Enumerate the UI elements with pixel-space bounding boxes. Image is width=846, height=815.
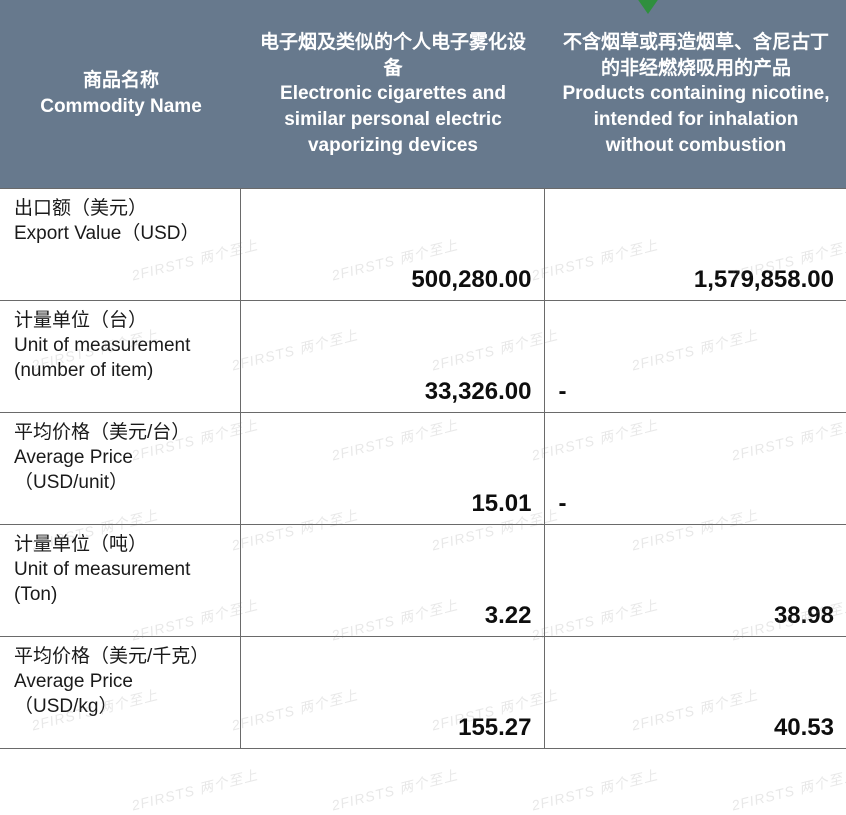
row-label-cell: 平均价格（美元/台） Average Price （USD/unit）: [0, 413, 240, 525]
header-col-a-cn: 电子烟及类似的个人电子雾化设备: [254, 30, 532, 81]
row-label-cn: 平均价格（美元/千克）: [14, 645, 230, 670]
value-b: 1,579,858.00: [694, 266, 834, 294]
value-b: 40.53: [774, 714, 834, 742]
header-label-cell: 商品名称 Commodity Name: [0, 0, 240, 189]
table-row: 出口额（美元） Export Value（USD） 500,280.00 1,5…: [0, 189, 846, 301]
header-col-b-en: Products containing nicotine, intended f…: [558, 81, 834, 158]
row-value-b: 1,579,858.00: [544, 189, 846, 301]
commodity-table: 商品名称 Commodity Name 电子烟及类似的个人电子雾化设备 Elec…: [0, 0, 846, 749]
table-row: 平均价格（美元/千克） Average Price （USD/kg） 155.2…: [0, 637, 846, 749]
row-value-b: 40.53: [544, 637, 846, 749]
watermark-icon: 2FIRSTS 两个至上: [530, 765, 660, 815]
watermark-icon: 2FIRSTS 两个至上: [330, 765, 460, 815]
table-header-row: 商品名称 Commodity Name 电子烟及类似的个人电子雾化设备 Elec…: [0, 0, 846, 189]
value-b: 38.98: [774, 602, 834, 630]
row-value-a: 500,280.00: [240, 189, 544, 301]
row-label-cell: 出口额（美元） Export Value（USD）: [0, 189, 240, 301]
header-label-en: Commodity Name: [14, 94, 228, 120]
header-col-b: 不含烟草或再造烟草、含尼古丁的非经燃烧吸用的产品 Products contai…: [544, 0, 846, 189]
row-value-b: -: [544, 301, 846, 413]
watermark-icon: 2FIRSTS 两个至上: [730, 765, 846, 815]
table-row: 平均价格（美元/台） Average Price （USD/unit） 15.0…: [0, 413, 846, 525]
header-col-a-en: Electronic cigarettes and similar person…: [254, 81, 532, 158]
row-label-cell: 平均价格（美元/千克） Average Price （USD/kg）: [0, 637, 240, 749]
row-value-b: -: [544, 413, 846, 525]
row-value-b: 38.98: [544, 525, 846, 637]
row-label-en: Average Price （USD/kg）: [14, 670, 230, 719]
row-value-a: 15.01: [240, 413, 544, 525]
value-a: 155.27: [458, 714, 531, 742]
header-col-b-cn: 不含烟草或再造烟草、含尼古丁的非经燃烧吸用的产品: [558, 30, 834, 81]
table-row: 计量单位（吨） Unit of measurement (Ton) 3.22 3…: [0, 525, 846, 637]
value-b: -: [559, 490, 567, 518]
row-label-cn: 计量单位（台）: [14, 309, 230, 334]
table-body: 出口额（美元） Export Value（USD） 500,280.00 1,5…: [0, 189, 846, 749]
row-label-en: Export Value（USD）: [14, 222, 230, 247]
row-value-a: 155.27: [240, 637, 544, 749]
row-value-a: 3.22: [240, 525, 544, 637]
value-a: 500,280.00: [411, 266, 531, 294]
row-label-cn: 平均价格（美元/台）: [14, 421, 230, 446]
row-label-en: Unit of measurement (number of item): [14, 334, 230, 383]
value-a: 15.01: [471, 490, 531, 518]
header-col-a: 电子烟及类似的个人电子雾化设备 Electronic cigarettes an…: [240, 0, 544, 189]
row-label-cn: 出口额（美元）: [14, 197, 230, 222]
row-label-cell: 计量单位（吨） Unit of measurement (Ton): [0, 525, 240, 637]
value-b: -: [559, 378, 567, 406]
watermark-icon: 2FIRSTS 两个至上: [130, 765, 260, 815]
arrow-down-icon: [634, 0, 662, 14]
row-label-en: Unit of measurement (Ton): [14, 558, 230, 607]
row-label-en: Average Price （USD/unit）: [14, 446, 230, 495]
header-label-cn: 商品名称: [14, 68, 228, 94]
value-a: 3.22: [485, 602, 532, 630]
row-label-cell: 计量单位（台） Unit of measurement (number of i…: [0, 301, 240, 413]
row-value-a: 33,326.00: [240, 301, 544, 413]
value-a: 33,326.00: [425, 378, 532, 406]
row-label-cn: 计量单位（吨）: [14, 533, 230, 558]
table-row: 计量单位（台） Unit of measurement (number of i…: [0, 301, 846, 413]
